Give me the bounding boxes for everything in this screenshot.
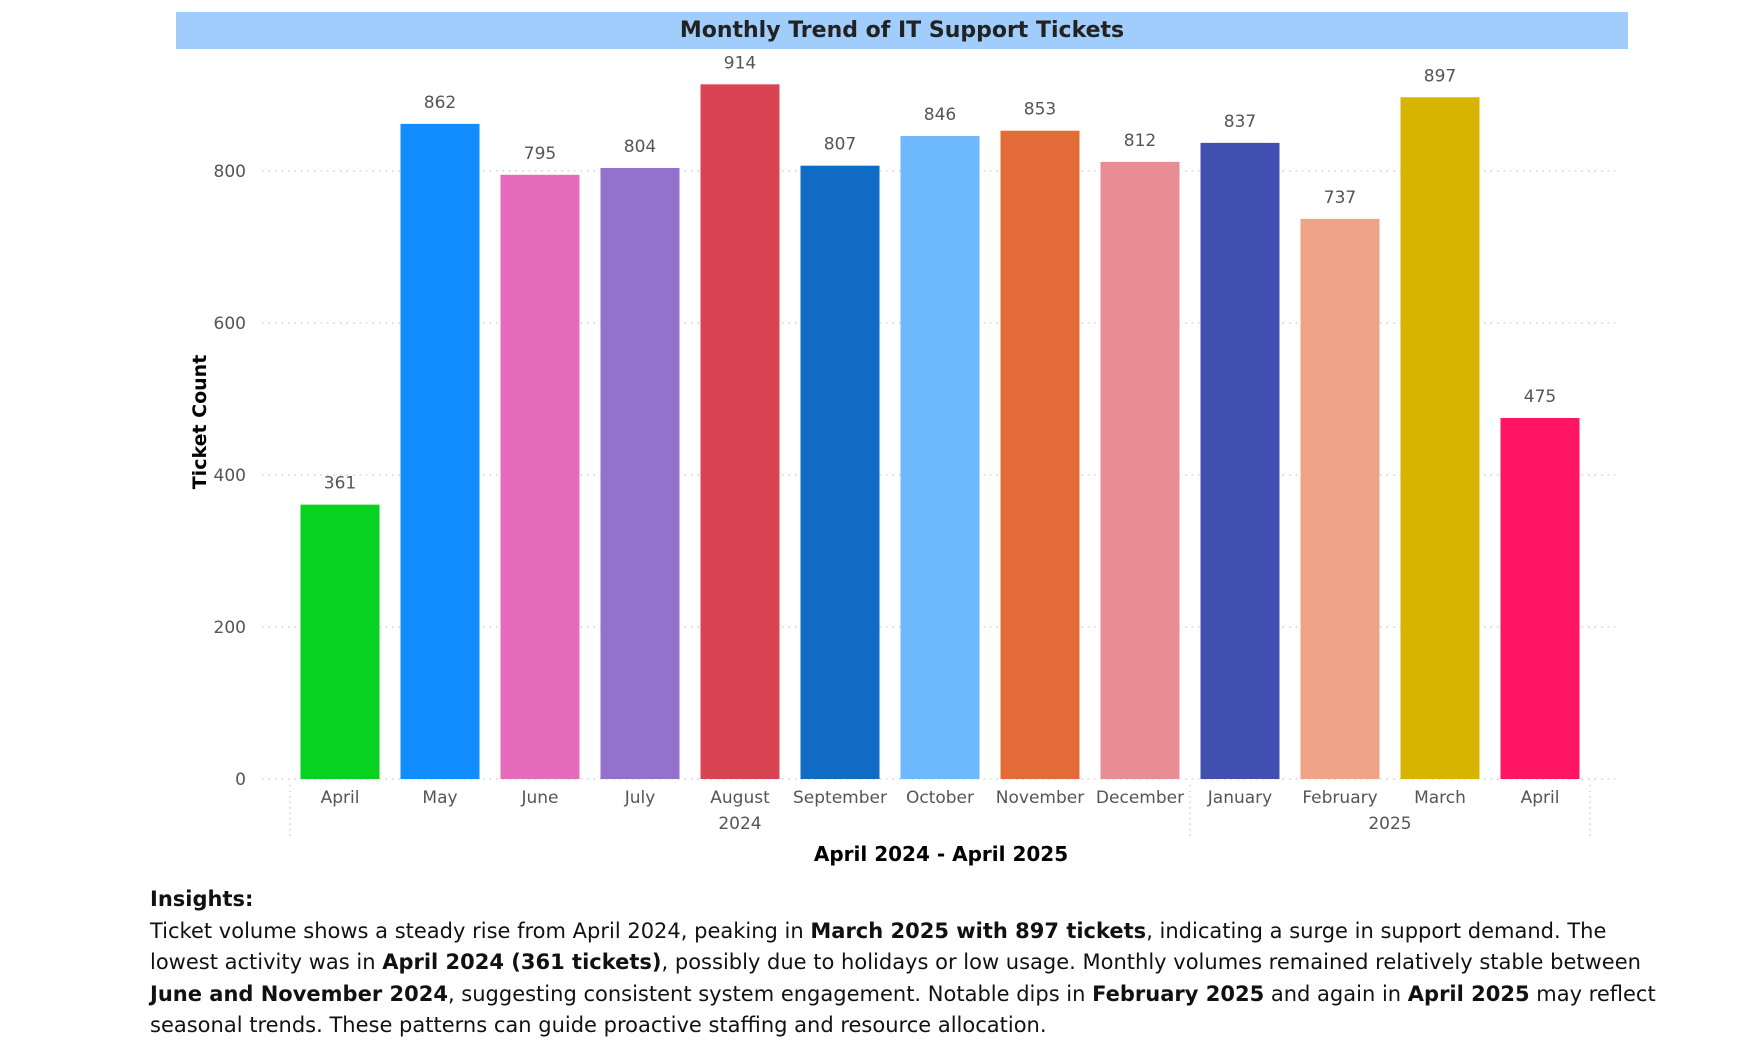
data-label: 897 — [1424, 66, 1456, 86]
chart-title-bar — [176, 12, 1628, 49]
data-label: 862 — [424, 93, 456, 113]
data-label: 475 — [1524, 387, 1556, 407]
bars — [300, 84, 1580, 780]
bar[interactable] — [1100, 161, 1180, 779]
bar[interactable] — [900, 136, 980, 780]
y-axis-label: Ticket Count — [189, 355, 211, 490]
y-tick-label: 400 — [214, 466, 246, 486]
x-tick-label: December — [1096, 788, 1184, 808]
year-label: 2024 — [718, 814, 761, 834]
x-tick-label: April — [321, 788, 360, 808]
data-label: 837 — [1224, 112, 1256, 132]
insight-highlight: February 2025 — [1092, 981, 1265, 1006]
insights-heading: Insights: — [150, 887, 254, 911]
insights-panel: Insights: Ticket volume shows a steady r… — [150, 884, 1660, 1042]
data-label: 804 — [624, 137, 656, 157]
insight-highlight: April 2024 (361 tickets) — [382, 950, 662, 974]
data-label: 807 — [824, 135, 856, 155]
x-axis-ticks: April May June July August September October No… — [289, 785, 1591, 838]
x-tick-label: January — [1207, 788, 1272, 808]
data-label: 914 — [724, 53, 756, 73]
insights-text: Ticket volume shows a steady rise from A… — [150, 916, 1660, 1042]
x-tick-label: July — [624, 788, 656, 808]
data-label: 812 — [1124, 131, 1156, 151]
data-labels: 361 862 795 804 914 807 846 853 812 837 737 897 475 — [324, 53, 1556, 493]
x-tick-label: November — [996, 788, 1084, 808]
gridlines — [262, 170, 1620, 780]
x-tick-label: May — [422, 788, 457, 808]
insight-highlight: March 2025 with 897 tickets — [810, 918, 1147, 943]
year-label: 2025 — [1368, 814, 1411, 834]
insight-text-segment: , suggesting consistent system engagemen… — [447, 981, 1093, 1006]
y-tick-label: 800 — [214, 162, 246, 182]
bar[interactable] — [1300, 218, 1380, 779]
x-tick-label: February — [1302, 788, 1377, 808]
insight-text-segment: Ticket volume shows a steady rise from A… — [150, 918, 811, 943]
insight-text-segment: and again in — [1264, 981, 1408, 1006]
x-axis-label: April 2024 - April 2025 — [814, 842, 1068, 866]
data-label: 853 — [1024, 100, 1056, 120]
bar[interactable] — [700, 84, 780, 780]
bar[interactable] — [1000, 130, 1080, 780]
insight-highlight: June and November 2024 — [150, 981, 448, 1006]
x-tick-label: June — [520, 788, 558, 808]
data-label: 361 — [324, 474, 356, 494]
chart-title: Monthly Trend of IT Support Tickets — [679, 18, 1125, 43]
bar[interactable] — [500, 174, 580, 780]
bar[interactable] — [1400, 97, 1480, 779]
y-tick-label: 600 — [214, 314, 246, 334]
bar[interactable] — [400, 123, 480, 779]
x-tick-label: September — [793, 788, 887, 808]
y-tick-label: 0 — [235, 770, 246, 790]
insight-text-segment: may reflect seasonal trends. These patte… — [150, 981, 1656, 1038]
insight-text-segment: , possibly due to holidays or low usage.… — [661, 950, 1641, 974]
x-tick-label: March — [1414, 788, 1466, 808]
bar[interactable] — [300, 504, 380, 779]
y-axis-ticks: 0 200 400 600 800 — [214, 162, 246, 790]
data-label: 795 — [524, 144, 556, 164]
bar[interactable] — [800, 165, 880, 779]
bar[interactable] — [1500, 418, 1580, 779]
data-label: 846 — [924, 105, 956, 125]
data-label: 737 — [1324, 188, 1356, 208]
insight-text-segment: , indicating a surge in support demand. … — [150, 918, 1607, 975]
x-tick-label: August — [710, 788, 770, 808]
bar[interactable] — [600, 167, 680, 779]
insight-highlight: April 2025 — [1407, 981, 1530, 1006]
x-tick-label: October — [906, 788, 974, 808]
bar[interactable] — [1200, 142, 1280, 779]
x-tick-label: April — [1521, 788, 1560, 808]
bar-chart: 0 200 400 600 800 361 862 795 804 914 807 846 853 81… — [189, 53, 1620, 866]
y-tick-label: 200 — [214, 618, 246, 638]
